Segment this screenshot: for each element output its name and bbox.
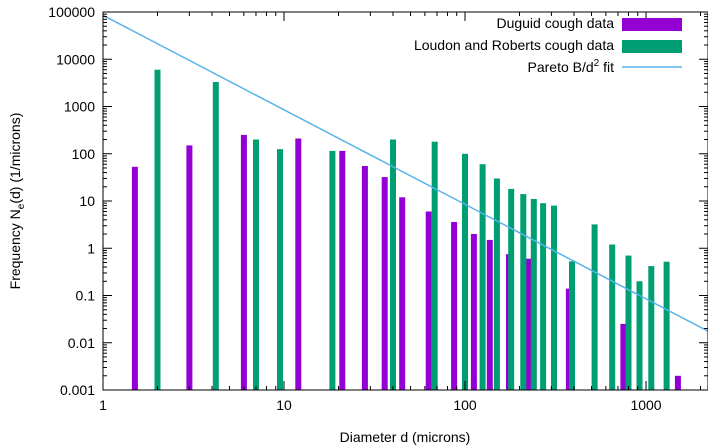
bar-loudon-roberts-2 (253, 139, 259, 390)
bar-duguid-9 (451, 222, 458, 390)
y-tick-label: 100000 (48, 4, 95, 20)
bar-duguid-13 (525, 258, 532, 390)
legend-label-pareto-base: Pareto B/d (528, 59, 594, 75)
y-axis-title-tail: (d) (1/microns) (7, 113, 23, 204)
legend-label-pareto-fit: Pareto B/d2 fit (528, 58, 615, 75)
bar-duguid-16 (674, 375, 681, 390)
y-tick-label: 10000 (56, 51, 95, 67)
bar-duguid-0 (131, 166, 138, 390)
bar-loudon-roberts-16 (591, 224, 598, 390)
bar-loudon-roberts-20 (648, 266, 655, 390)
y-tick-label: 1 (87, 240, 95, 256)
x-tick-label: 1 (99, 397, 107, 413)
bar-loudon-roberts-10 (508, 188, 515, 390)
series-loudon-roberts (154, 69, 670, 391)
legend: Duguid cough data Loudon and Roberts cou… (414, 15, 682, 75)
x-tick-label: 100 (453, 397, 477, 413)
axes-layer: 1 10 100 1000 0.001 0.01 0.1 1 10 100 1000 10000 100… (48, 4, 708, 413)
bar-duguid-10 (470, 234, 477, 390)
legend-label-loudon-roberts: Loudon and Roberts cough data (414, 37, 614, 53)
legend-label-duguid: Duguid cough data (496, 15, 614, 31)
plot-layer (102, 14, 708, 391)
bar-duguid-6 (381, 177, 388, 390)
x-tick-label: 10 (276, 397, 292, 413)
bar-loudon-roberts-12 (530, 199, 537, 390)
bar-duguid-4 (339, 150, 346, 390)
bar-loudon-roberts-19 (636, 281, 643, 390)
bar-duguid-2 (240, 134, 247, 390)
y-tick-label: 0.001 (60, 382, 95, 398)
pareto-fit-line (102, 14, 708, 332)
bar-loudon-roberts-13 (540, 203, 547, 390)
bar-duguid-7 (399, 197, 406, 390)
legend-label-pareto-tail: fit (599, 59, 614, 75)
y-tick-label: 100 (72, 146, 96, 162)
bar-loudon-roberts-11 (520, 194, 527, 390)
legend-label-pareto-sup: 2 (594, 58, 600, 69)
bar-loudon-roberts-0 (154, 69, 161, 390)
x-axis-title: Diameter d (microns) (340, 429, 471, 445)
bar-duguid-14 (565, 288, 572, 390)
y-tick-label: 0.1 (76, 288, 96, 304)
y-axis-title-sub: e (16, 203, 27, 209)
legend-swatch-duguid (622, 18, 682, 31)
plot-frame (102, 11, 708, 391)
legend-swatch-loudon-roberts (622, 40, 682, 53)
y-tick-label: 10 (79, 193, 95, 209)
bar-loudon-roberts-15 (569, 261, 575, 390)
bar-duguid-8 (425, 211, 432, 390)
bar-duguid-3 (295, 138, 302, 390)
bar-duguid-11 (486, 239, 493, 390)
y-axis-title-base: Frequency N (7, 209, 23, 289)
bar-loudon-roberts-1 (212, 82, 219, 390)
y-tick-label: 1000 (64, 99, 95, 115)
bar-loudon-roberts-8 (479, 164, 486, 390)
bar-loudon-roberts-21 (663, 261, 670, 390)
bar-duguid-1 (186, 145, 193, 390)
bar-duguid-15 (620, 323, 627, 390)
bar-loudon-roberts-7 (462, 153, 468, 391)
bar-loudon-roberts-5 (390, 139, 396, 390)
bar-loudon-roberts-17 (609, 244, 616, 390)
bar-loudon-roberts-3 (277, 149, 283, 390)
bar-loudon-roberts-18 (625, 255, 632, 390)
bar-loudon-roberts-4 (329, 150, 336, 390)
y-tick-label: 0.01 (68, 335, 95, 351)
y-axis-title: Frequency Ne(d) (1/microns) (7, 113, 27, 290)
x-tick-label: 1000 (630, 397, 661, 413)
bar-loudon-roberts-6 (431, 141, 438, 390)
bar-loudon-roberts-9 (493, 178, 500, 390)
bar-duguid-5 (361, 166, 368, 390)
bar-loudon-roberts-14 (551, 205, 557, 390)
